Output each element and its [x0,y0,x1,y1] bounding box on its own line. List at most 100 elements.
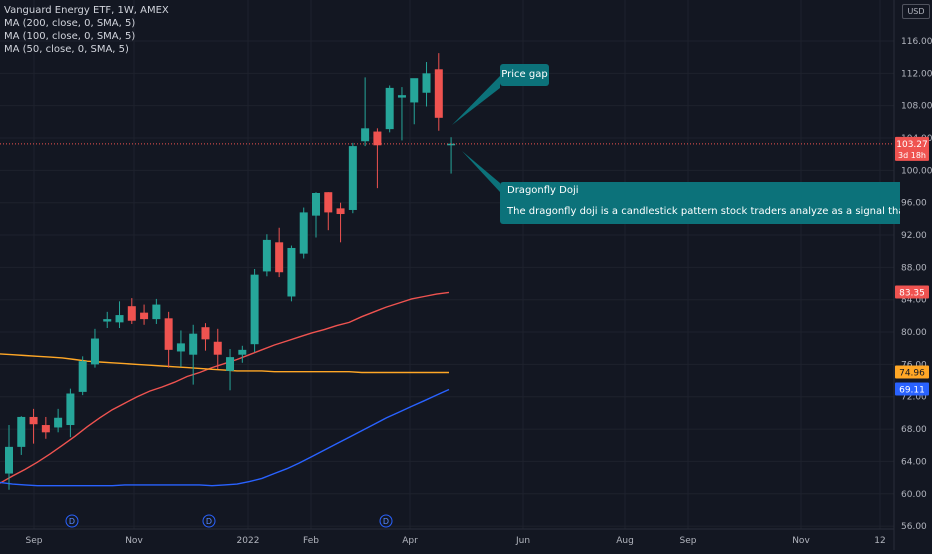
candle-body [361,128,370,142]
time-tick-label: 12 [874,536,885,546]
candle[interactable] [434,53,443,131]
ma50-line [0,291,450,484]
time-tick-label: Nov [792,536,810,546]
ma200-price-label-text: 69.11 [899,385,925,395]
countdown-text: 3d 18h [898,151,926,160]
candle[interactable] [115,301,124,329]
candle-body [275,242,284,273]
candle[interactable] [140,304,149,325]
candle[interactable] [152,298,161,324]
candle[interactable] [262,234,271,277]
candle[interactable] [287,245,296,302]
candle-body [213,341,222,355]
candle[interactable] [410,78,419,125]
candle[interactable] [90,328,99,368]
candle[interactable] [78,356,87,396]
candle[interactable] [226,349,235,391]
candle[interactable] [5,425,13,490]
dividend-marker[interactable]: D [379,514,393,528]
legend-ma100[interactable]: MA (100, close, 0, SMA, 5) [4,31,136,42]
candle[interactable] [189,324,198,385]
candle[interactable] [201,323,210,351]
candle[interactable] [336,202,345,243]
candle[interactable] [54,408,63,433]
candle-body [238,349,247,355]
ma50-price-label-text: 83.35 [899,288,925,298]
candle-body [410,78,419,103]
candle[interactable] [373,128,382,189]
last-price-bg [895,136,929,161]
legend-title[interactable]: Vanguard Energy ETF, 1W, AMEX [4,5,169,16]
candle[interactable] [299,207,308,259]
price-tick-label: 92.00 [901,231,927,241]
candle-body [66,393,75,426]
ma200-line [0,388,450,487]
ma50-price-label: 83.35 [895,285,929,299]
time-axis[interactable]: Sep Nov 2022 Feb Apr Jun Aug Sep Nov 12 [26,536,886,546]
candle[interactable] [361,77,370,147]
price-tick-label: 64.00 [901,457,927,467]
candle-body [17,416,26,447]
ma100-price-label-bg [895,365,929,379]
price-gap-text: Price gap [501,69,548,80]
price-axis[interactable]: 56.00 60.00 64.00 68.00 72.00 76.00 80.00 84.00… [901,37,932,532]
candle[interactable] [422,62,431,107]
dividend-marker[interactable]: D [202,514,216,528]
candle[interactable] [238,345,247,363]
candle[interactable] [275,227,284,278]
dividend-marker[interactable]: D [65,514,79,528]
candle-body [250,274,259,345]
candle[interactable] [385,85,394,133]
ma50-price-label-bg [895,285,929,299]
currency-button[interactable]: USD [902,4,930,19]
candle[interactable] [312,192,320,238]
time-tick-label: Aug [616,536,634,546]
price-tick-label: 116.00 [901,37,932,47]
price-gap-callout[interactable]: Price gap [500,64,549,86]
ma100-price-label: 74.96 [895,365,929,379]
candle[interactable] [447,137,456,174]
candle-body [5,446,13,474]
candles[interactable] [0,53,894,490]
time-tick-label: Jun [515,536,530,546]
price-tick-label: 68.00 [901,425,927,435]
ma200-price-label-bg [895,382,929,396]
candle-body [287,247,296,297]
ma200-price-label: 69.11 [895,382,929,396]
candle-body [78,361,87,392]
candle[interactable] [324,192,333,231]
dividend-marker-circle [65,514,79,528]
candle[interactable] [66,388,75,438]
candle[interactable] [397,87,406,141]
candle[interactable] [17,416,26,455]
candle[interactable] [127,298,136,324]
candle[interactable] [213,328,222,370]
dividend-marker-label: D [206,517,212,526]
candle-body [189,333,198,355]
candle[interactable] [348,142,357,214]
legend-ma200[interactable]: MA (200, close, 0, SMA, 5) [4,18,136,29]
candle[interactable] [103,311,112,329]
candle[interactable] [29,408,38,444]
candle[interactable] [250,268,259,353]
grid [0,0,894,529]
annotation-pointers [452,76,500,192]
candle-body [348,146,357,210]
time-tick-label: Sep [680,536,697,546]
candle[interactable] [164,311,173,368]
dividend-marker-circle [379,514,393,528]
candle-body [397,95,406,98]
price-gap-pointer [452,76,500,125]
legend-ma50[interactable]: MA (50, close, 0, SMA, 5) [4,44,129,55]
time-tick-label: Feb [303,536,319,546]
price-tick-label: 96.00 [901,199,927,209]
candle-body [312,192,320,216]
candle[interactable] [41,416,50,439]
dragonfly-doji-callout[interactable]: Dragonfly Doji The dragonfly doji is a c… [500,182,900,224]
price-tick-label: 56.00 [901,522,927,532]
candle[interactable] [176,330,185,367]
